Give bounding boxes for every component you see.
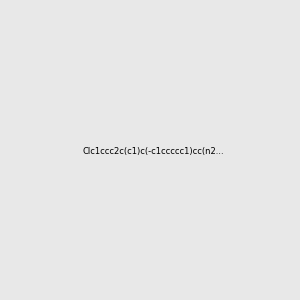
Text: Clc1ccc2c(c1)c(-c1ccccc1)cc(n2...: Clc1ccc2c(c1)c(-c1ccccc1)cc(n2... [83, 147, 225, 156]
